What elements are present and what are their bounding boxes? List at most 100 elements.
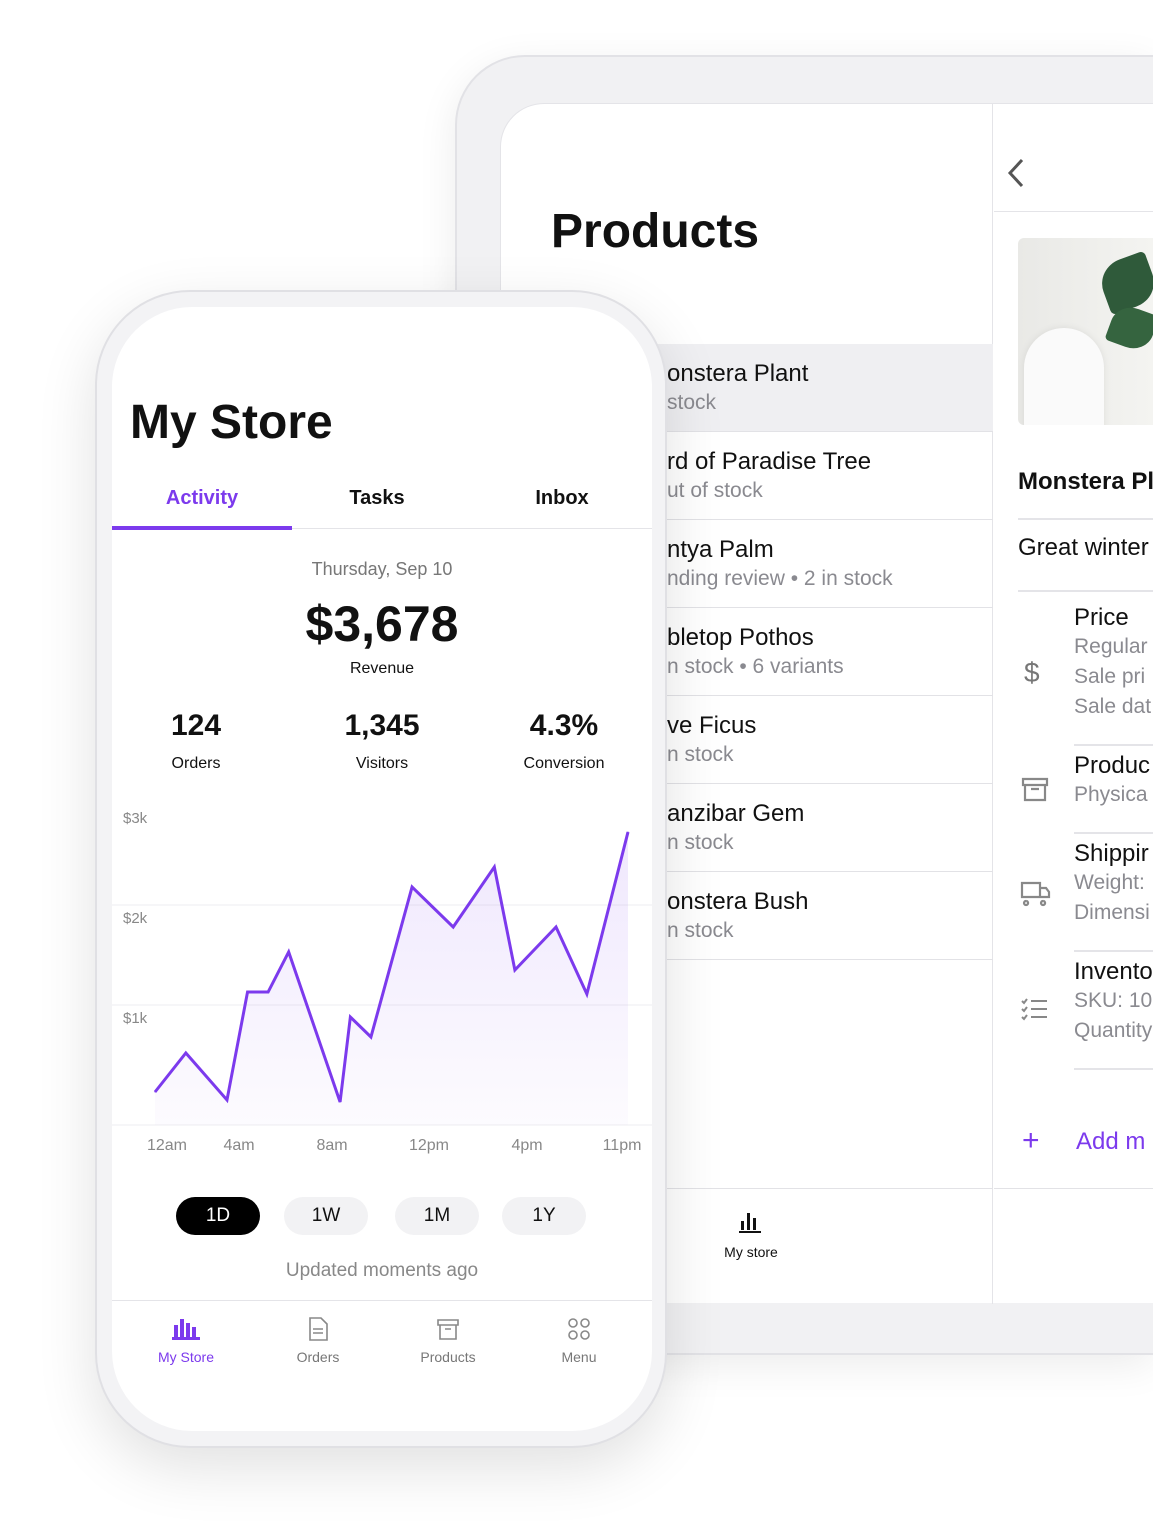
data-point xyxy=(339,1101,341,1103)
data-point xyxy=(247,991,249,993)
data-point xyxy=(493,866,495,868)
detail-section-title: Price xyxy=(1074,604,1129,631)
y-tick-label: $3k xyxy=(123,810,148,827)
product-row[interactable]: onstera Bush n stock xyxy=(501,872,993,960)
page-title: Products xyxy=(551,205,760,258)
dollar-icon: $ xyxy=(1024,657,1040,688)
data-point xyxy=(349,1016,351,1018)
archive-box-icon xyxy=(1021,777,1049,802)
range-1d[interactable]: 1D xyxy=(176,1197,260,1235)
product-name: ve Ficus xyxy=(667,712,757,739)
active-tab-indicator xyxy=(112,526,292,530)
data-point xyxy=(370,1036,372,1038)
product-row[interactable]: bletop Pothos n stock • 6 variants xyxy=(501,608,993,696)
product-name: anzibar Gem xyxy=(667,800,805,827)
product-row[interactable]: anzibar Gem n stock xyxy=(501,784,993,872)
svg-text:$: $ xyxy=(1024,657,1040,688)
data-point xyxy=(586,993,588,995)
nav-menu[interactable]: Menu xyxy=(519,1317,639,1365)
range-1m[interactable]: 1M xyxy=(395,1197,479,1235)
data-point xyxy=(288,951,290,953)
stat-conversion: 4.3% Conversion xyxy=(523,709,605,772)
nav-orders[interactable]: Orders xyxy=(258,1317,378,1365)
detail-line: Weight: xyxy=(1074,871,1145,894)
stat-orders: 124 Orders xyxy=(170,709,222,772)
detail-line: Regular xyxy=(1074,635,1148,658)
tab-tasks[interactable]: Tasks xyxy=(349,487,405,509)
back-chevron-icon[interactable] xyxy=(1004,156,1028,190)
nav-my-store[interactable]: My Store xyxy=(126,1317,246,1365)
revenue-value: $3,678 xyxy=(305,596,459,652)
data-point xyxy=(514,969,516,971)
divider xyxy=(501,1188,993,1189)
product-name: rd of Paradise Tree xyxy=(667,448,872,475)
chart-line xyxy=(153,831,630,1104)
product-status: ut of stock xyxy=(667,479,763,502)
phone-screen: My Store Activity Tasks Inbox Thursday, … xyxy=(112,307,652,1431)
data-point xyxy=(627,831,629,833)
detail-section[interactable]: Shippir Weight: Dimensi xyxy=(994,834,1153,952)
product-row[interactable]: rd of Paradise Tree ut of stock xyxy=(501,432,993,520)
detail-section-title: Shippir xyxy=(1074,840,1149,867)
detail-line: Dimensi xyxy=(1074,901,1150,924)
product-row[interactable]: ve Ficus n stock xyxy=(501,696,993,784)
x-tick-label: 12am xyxy=(146,1137,188,1154)
detail-line: Physica xyxy=(1074,783,1148,806)
nav-my-store[interactable]: My store xyxy=(701,1209,801,1260)
product-status: nding review • 2 in stock xyxy=(667,567,893,590)
revenue-label: Revenue xyxy=(349,660,415,677)
detail-section-title: Invento xyxy=(1074,958,1153,985)
product-status: n stock • 6 variants xyxy=(667,655,844,678)
grid-circles-icon xyxy=(568,1318,590,1340)
product-title: Monstera Pl xyxy=(1018,468,1153,495)
plus-icon[interactable]: + xyxy=(1022,1124,1040,1157)
data-point xyxy=(555,926,557,928)
product-detail-pane: Monstera Pl Great winter $ Price Regular S… xyxy=(994,104,1153,1304)
product-description: Great winter xyxy=(1018,534,1149,561)
detail-section-title: Produc xyxy=(1074,752,1151,779)
x-tick-label: 11pm xyxy=(602,1137,642,1154)
updated-label: Updated moments ago xyxy=(285,1260,479,1281)
detail-section[interactable]: Produc Physica xyxy=(994,746,1153,834)
x-tick-label: 8am xyxy=(316,1137,348,1154)
detail-section[interactable]: Invento SKU: 10 Quantity xyxy=(994,952,1153,1070)
x-tick-label: 4pm xyxy=(511,1137,543,1154)
x-tick-label: 4am xyxy=(223,1137,255,1154)
archive-box-icon xyxy=(437,1319,459,1340)
range-1w[interactable]: 1W xyxy=(284,1197,368,1235)
data-point xyxy=(452,926,454,928)
document-icon xyxy=(309,1317,328,1341)
product-name: onstera Plant xyxy=(667,360,809,387)
detail-line: Quantity xyxy=(1074,1019,1153,1042)
add-more-link[interactable]: Add m xyxy=(1076,1128,1146,1155)
stat-visitors: 1,345 Visitors xyxy=(344,709,420,772)
data-point xyxy=(185,1052,187,1054)
product-name: onstera Bush xyxy=(667,888,809,915)
y-tick-label: $1k xyxy=(123,1010,148,1027)
tab-inbox[interactable]: Inbox xyxy=(535,487,589,509)
tab-activity[interactable]: Activity xyxy=(165,487,239,509)
product-name: ntya Palm xyxy=(667,536,774,563)
revenue-chart xyxy=(112,831,652,1126)
detail-line: SKU: 10 xyxy=(1074,989,1153,1012)
range-1y[interactable]: 1Y xyxy=(502,1197,586,1235)
detail-line: Sale pri xyxy=(1074,665,1146,688)
product-image xyxy=(1018,238,1153,425)
nav-products[interactable]: Products xyxy=(388,1317,508,1365)
bar-chart-icon xyxy=(739,1213,761,1233)
data-point xyxy=(154,1091,156,1093)
checklist-icon xyxy=(1021,998,1047,1021)
product-row[interactable]: ntya Palm nding review • 2 in stock xyxy=(501,520,993,608)
product-status: n stock xyxy=(667,919,734,942)
nav-label: My store xyxy=(724,1244,778,1260)
data-point xyxy=(267,991,269,993)
product-name: bletop Pothos xyxy=(667,624,814,651)
page-title: My Store xyxy=(130,396,333,449)
date-label: Thursday, Sep 10 xyxy=(311,559,453,579)
truck-icon xyxy=(1020,881,1051,907)
y-tick-label: $2k xyxy=(123,910,148,927)
x-tick-label: 12pm xyxy=(408,1137,450,1154)
detail-section[interactable]: $ Price Regular Sale pri Sale dat xyxy=(994,598,1153,746)
data-point xyxy=(411,886,413,888)
bar-chart-icon xyxy=(172,1319,200,1340)
